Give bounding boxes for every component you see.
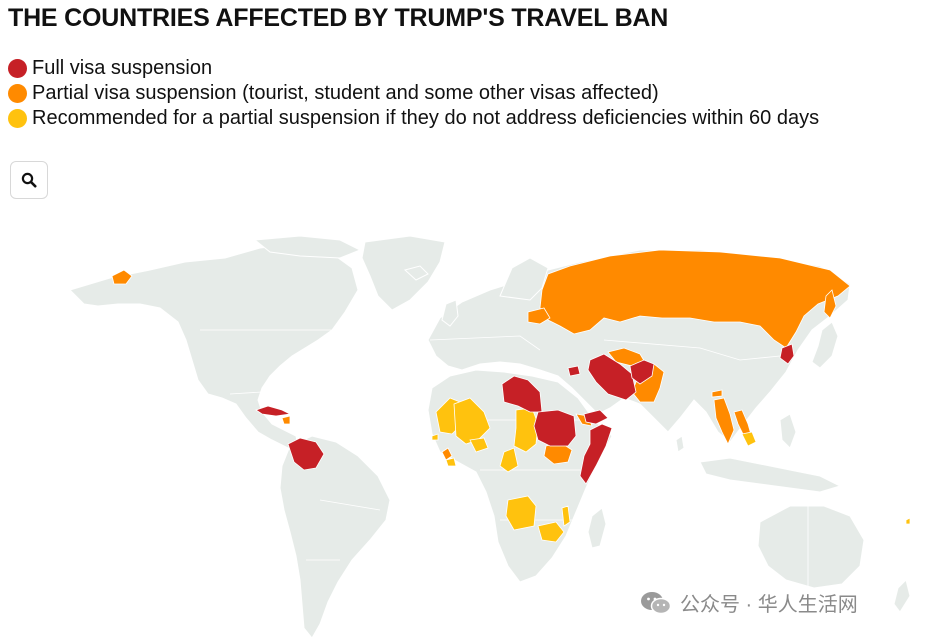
country-burkina-faso[interactable] [469,437,489,453]
country-yemen[interactable] [583,409,609,425]
country-tonga-dot[interactable] [905,517,911,525]
land-indonesia [699,457,842,493]
country-liberia[interactable] [445,457,457,467]
legend-swatch-full [8,59,27,78]
country-bhutan[interactable] [711,389,723,398]
countries-full [255,343,795,485]
land-south-america [279,435,391,639]
country-malawi[interactable] [561,505,571,527]
country-syria[interactable] [567,365,581,377]
country-myanmar[interactable] [713,397,735,445]
land-british-isles [441,299,459,327]
country-haiti[interactable] [281,415,291,425]
country-gambia[interactable] [431,433,439,441]
country-sierra-leone[interactable] [441,447,453,461]
legend-item-recommended: Recommended for a partial suspension if … [8,106,819,131]
country-mali[interactable] [453,397,491,445]
country-afghanistan[interactable] [629,359,655,385]
country-cambodia[interactable] [741,431,757,447]
land-madagascar [587,507,607,549]
legend-label-partial: Partial visa suspension (tourist, studen… [32,82,659,104]
watermark-text: 公众号 · 华人生活网 [680,594,858,616]
world-map[interactable] [0,230,951,641]
watermark: 公众号 · 华人生活网 [640,588,858,617]
country-zambia[interactable] [537,521,565,543]
countries-recommended [431,397,911,543]
land-australia [757,505,865,589]
map-title: THE COUNTRIES AFFECTED BY TRUMP'S TRAVEL… [8,4,669,32]
country-sakhalin[interactable] [823,289,837,319]
zoom-button[interactable] [10,161,48,199]
land-greenland [361,235,446,311]
country-iceland[interactable] [111,269,133,285]
country-iran[interactable] [587,353,637,401]
country-chad[interactable] [513,407,539,453]
country-belarus[interactable] [527,307,551,325]
country-angola[interactable] [505,495,537,531]
country-somalia[interactable] [579,423,613,485]
search-icon [21,172,37,188]
land-north-america [69,243,359,449]
land-iceland-base [403,265,429,281]
country-north-korea[interactable] [779,343,795,365]
legend-label-recommended: Recommended for a partial suspension if … [32,107,820,129]
country-cameroon[interactable] [499,447,519,473]
land-sri-lanka [675,435,685,453]
country-russia[interactable] [539,249,851,349]
legend: Full visa suspension Partial visa suspen… [8,56,819,131]
land-philippines [779,413,797,449]
country-venezuela[interactable] [287,437,325,471]
land-japan [811,321,839,369]
land-new-zealand [893,579,911,613]
country-sudan[interactable] [533,409,577,447]
legend-item-full: Full visa suspension [8,56,819,81]
legend-swatch-partial [8,84,27,103]
countries-partial [111,249,851,465]
land-arctic-islands [253,235,362,259]
wechat-icon [641,591,672,614]
legend-label-full: Full visa suspension [32,57,213,79]
country-cuba[interactable] [255,405,292,417]
land-scandinavia [499,257,549,301]
legend-swatch-recommended [8,109,27,128]
legend-item-partial: Partial visa suspension (tourist, studen… [8,81,819,106]
